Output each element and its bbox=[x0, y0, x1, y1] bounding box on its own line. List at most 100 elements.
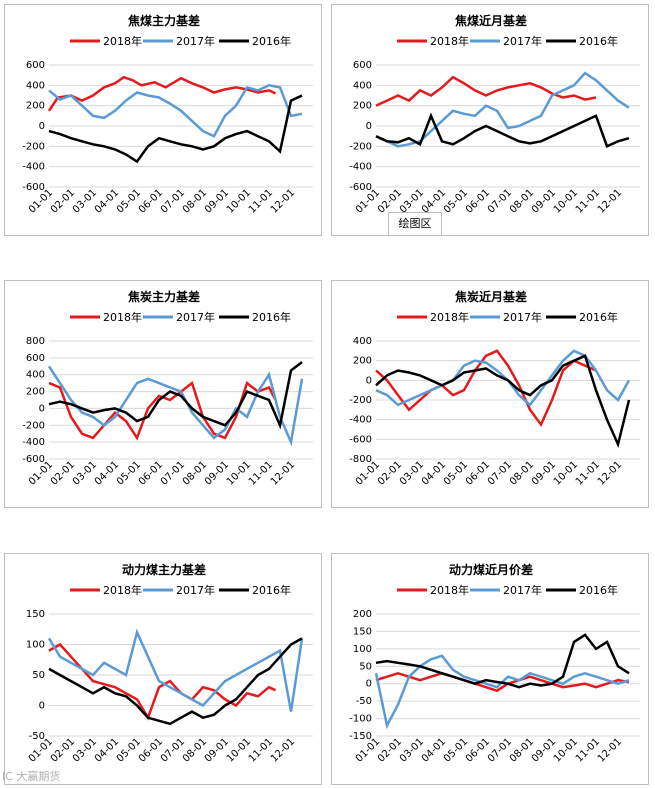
x-tick-label: 03-01 bbox=[71, 459, 99, 487]
y-tick-label: 800 bbox=[26, 336, 45, 347]
y-tick-label: 200 bbox=[26, 101, 45, 112]
x-tick-label: 02-01 bbox=[49, 736, 77, 764]
x-tick-label: 03-01 bbox=[398, 736, 426, 764]
x-tick-label: 07-01 bbox=[159, 736, 187, 764]
chart-svg: 焦炭近月基差 2018年 2017年 2016年 -800 -600 -400 -200 0 20… bbox=[349, 289, 640, 488]
x-tick-label: 11-01 bbox=[574, 187, 602, 215]
y-tick-label: -400 bbox=[22, 437, 45, 448]
legend-label: 2016年 bbox=[579, 34, 618, 48]
y-tick-label: 200 bbox=[26, 387, 45, 398]
y-tick-label: 200 bbox=[353, 609, 372, 620]
y-tick-label: 600 bbox=[26, 60, 45, 71]
x-tick-label: 06-01 bbox=[137, 459, 165, 487]
x-tick-label: 07-01 bbox=[486, 459, 514, 487]
x-tick-label: 11-01 bbox=[247, 736, 275, 764]
y-tick-label: 100 bbox=[353, 644, 372, 655]
chart-panel: 焦煤近月基差 2018年 2017年 2016年 -600 -400 -200 0 200 400… bbox=[331, 4, 649, 236]
x-tick-label: 12-01 bbox=[596, 736, 624, 764]
x-tick-label: 02-01 bbox=[376, 459, 404, 487]
series-line bbox=[375, 112, 630, 148]
x-tick-label: 08-01 bbox=[508, 187, 536, 215]
x-tick-label: 09-01 bbox=[203, 736, 231, 764]
y-tick-label: -600 bbox=[22, 454, 45, 465]
x-tick-label: 06-01 bbox=[464, 459, 492, 487]
y-tick-label: -400 bbox=[22, 162, 45, 173]
x-tick-label: 08-01 bbox=[181, 736, 209, 764]
legend-label: 2016年 bbox=[252, 310, 291, 324]
series-line bbox=[48, 642, 277, 721]
x-tick-label: 10-01 bbox=[225, 187, 253, 215]
x-tick-label: 07-01 bbox=[486, 187, 514, 215]
y-tick-label: -600 bbox=[22, 182, 45, 193]
x-tick-label: 10-01 bbox=[225, 736, 253, 764]
x-tick-label: 10-01 bbox=[552, 187, 580, 215]
y-tick-label: -400 bbox=[349, 162, 372, 173]
legend-label: 2017年 bbox=[176, 34, 215, 48]
x-tick-label: 09-01 bbox=[203, 459, 231, 487]
x-tick-label: 11-01 bbox=[247, 459, 275, 487]
chart-title: 焦炭主力基差 bbox=[127, 289, 200, 304]
y-tick-label: 200 bbox=[353, 101, 372, 112]
y-tick-label: 400 bbox=[353, 80, 372, 91]
y-tick-label: -50 bbox=[356, 696, 372, 707]
y-tick-label: -200 bbox=[22, 141, 45, 152]
x-tick-label: 09-01 bbox=[530, 459, 558, 487]
legend-label: 2018年 bbox=[103, 34, 142, 48]
y-tick-label: 0 bbox=[39, 121, 45, 132]
legend-label: 2018年 bbox=[103, 310, 142, 324]
legend-label: 2018年 bbox=[103, 583, 142, 597]
x-tick-label: 09-01 bbox=[530, 736, 558, 764]
legend-label: 2017年 bbox=[503, 310, 542, 324]
chart-title: 动力煤近月价差 bbox=[449, 562, 533, 577]
chart-panel: 动力煤主力基差 2018年 2017年 2016年 -50 0 50 100 150 01-01 0… bbox=[4, 553, 322, 785]
x-tick-label: 05-01 bbox=[115, 459, 143, 487]
y-tick-label: 0 bbox=[366, 121, 372, 132]
x-tick-label: 07-01 bbox=[159, 187, 187, 215]
series-line bbox=[48, 361, 303, 430]
series-line bbox=[375, 75, 597, 107]
x-tick-label: 05-01 bbox=[442, 187, 470, 215]
chart-title: 焦煤主力基差 bbox=[127, 13, 200, 28]
x-tick-label: 10-01 bbox=[552, 459, 580, 487]
y-tick-label: -200 bbox=[349, 395, 372, 406]
x-tick-label: 09-01 bbox=[203, 187, 231, 215]
x-tick-label: 07-01 bbox=[159, 459, 187, 487]
series-line bbox=[48, 637, 303, 726]
series-line bbox=[47, 628, 304, 712]
x-tick-label: 02-01 bbox=[49, 459, 77, 487]
legend-label: 2017年 bbox=[176, 310, 215, 324]
chart-svg: 焦煤主力基差 2018年 2017年 2016年 -600 -400 -200 0 200 400… bbox=[22, 13, 313, 216]
legend-label: 2016年 bbox=[252, 34, 291, 48]
x-tick-label: 04-01 bbox=[420, 459, 448, 487]
plot-area-tooltip: 绘图区 bbox=[388, 212, 442, 236]
x-tick-label: 11-01 bbox=[574, 459, 602, 487]
x-tick-label: 10-01 bbox=[225, 459, 253, 487]
x-tick-label: 08-01 bbox=[508, 736, 536, 764]
series-line bbox=[375, 633, 630, 689]
x-tick-label: 06-01 bbox=[137, 736, 165, 764]
x-tick-label: 08-01 bbox=[181, 459, 209, 487]
x-tick-label: 06-01 bbox=[464, 187, 492, 215]
y-tick-label: 0 bbox=[39, 701, 45, 712]
x-tick-label: 08-01 bbox=[181, 187, 209, 215]
series-line bbox=[48, 83, 303, 138]
y-tick-label: 100 bbox=[26, 640, 45, 651]
y-tick-label: -800 bbox=[349, 454, 372, 465]
x-tick-label: 12-01 bbox=[269, 459, 297, 487]
chart-panel: 焦炭主力基差 2018年 2017年 2016年 -600 -400 -200 0 200 400… bbox=[4, 280, 322, 508]
y-tick-label: 0 bbox=[39, 403, 45, 414]
y-tick-label: -200 bbox=[22, 420, 45, 431]
legend-label: 2018年 bbox=[430, 310, 469, 324]
chart-panel: 焦炭近月基差 2018年 2017年 2016年 -800 -600 -400 -200 0 20… bbox=[331, 280, 649, 508]
legend-label: 2017年 bbox=[503, 34, 542, 48]
x-tick-label: 12-01 bbox=[269, 187, 297, 215]
chart-svg: 焦煤近月基差 2018年 2017年 2016年 -600 -400 -200 0 200 400… bbox=[349, 13, 640, 216]
legend-label: 2018年 bbox=[430, 583, 469, 597]
chart-title: 动力煤主力基差 bbox=[122, 562, 206, 577]
watermark: IC 大赢期货 bbox=[2, 770, 61, 783]
series-line bbox=[47, 365, 304, 447]
x-tick-label: 11-01 bbox=[247, 187, 275, 215]
y-tick-label: -600 bbox=[349, 434, 372, 445]
x-tick-label: 03-01 bbox=[71, 187, 99, 215]
chart-svg: 动力煤近月价差 2018年 2017年 2016年 -150 -100 -50 0 50 100 1… bbox=[349, 562, 640, 765]
